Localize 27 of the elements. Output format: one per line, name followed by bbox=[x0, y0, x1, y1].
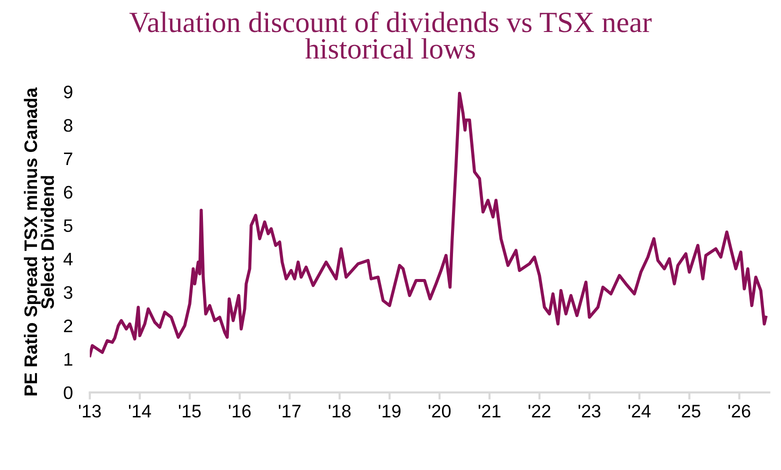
y-tick-label: 4 bbox=[64, 252, 73, 266]
x-tick-label: '15 bbox=[178, 404, 201, 418]
x-tick-label: '22 bbox=[528, 404, 550, 418]
y-axis-title: PE Ratio Spread TSX minus Canada Select Dividend bbox=[24, 87, 54, 396]
x-tick-label: '13 bbox=[78, 404, 101, 418]
y-tick-label: 3 bbox=[64, 286, 72, 299]
x-tick-label: '26 bbox=[728, 404, 750, 418]
y-tick-label: 9 bbox=[64, 86, 72, 98]
chart-title: Valuation discount of dividends vs TSX near historical lows bbox=[129, 11, 652, 59]
x-tick-label: '16 bbox=[228, 404, 251, 418]
y-tick-label: 8 bbox=[64, 119, 72, 132]
x-tick-label: '23 bbox=[578, 404, 600, 418]
line-series bbox=[90, 92, 768, 358]
x-tick-label: '18 bbox=[328, 404, 351, 418]
x-tick-label: '25 bbox=[678, 404, 700, 418]
x-tick-label: '21 bbox=[478, 404, 500, 418]
x-tick-label: '14 bbox=[128, 404, 152, 418]
y-tick-label: 5 bbox=[64, 219, 72, 232]
x-tick-label: '19 bbox=[378, 404, 400, 418]
y-tick-label: 1 bbox=[64, 353, 72, 366]
y-tick-label: 6 bbox=[64, 186, 72, 199]
x-tick-label: '17 bbox=[278, 404, 301, 418]
y-tick-label: 7 bbox=[64, 152, 72, 166]
y-tick-label: 0 bbox=[64, 386, 72, 400]
x-tick-label: '20 bbox=[428, 404, 451, 418]
y-tick-label: 2 bbox=[64, 320, 72, 332]
x-tick-label: '24 bbox=[628, 404, 651, 418]
